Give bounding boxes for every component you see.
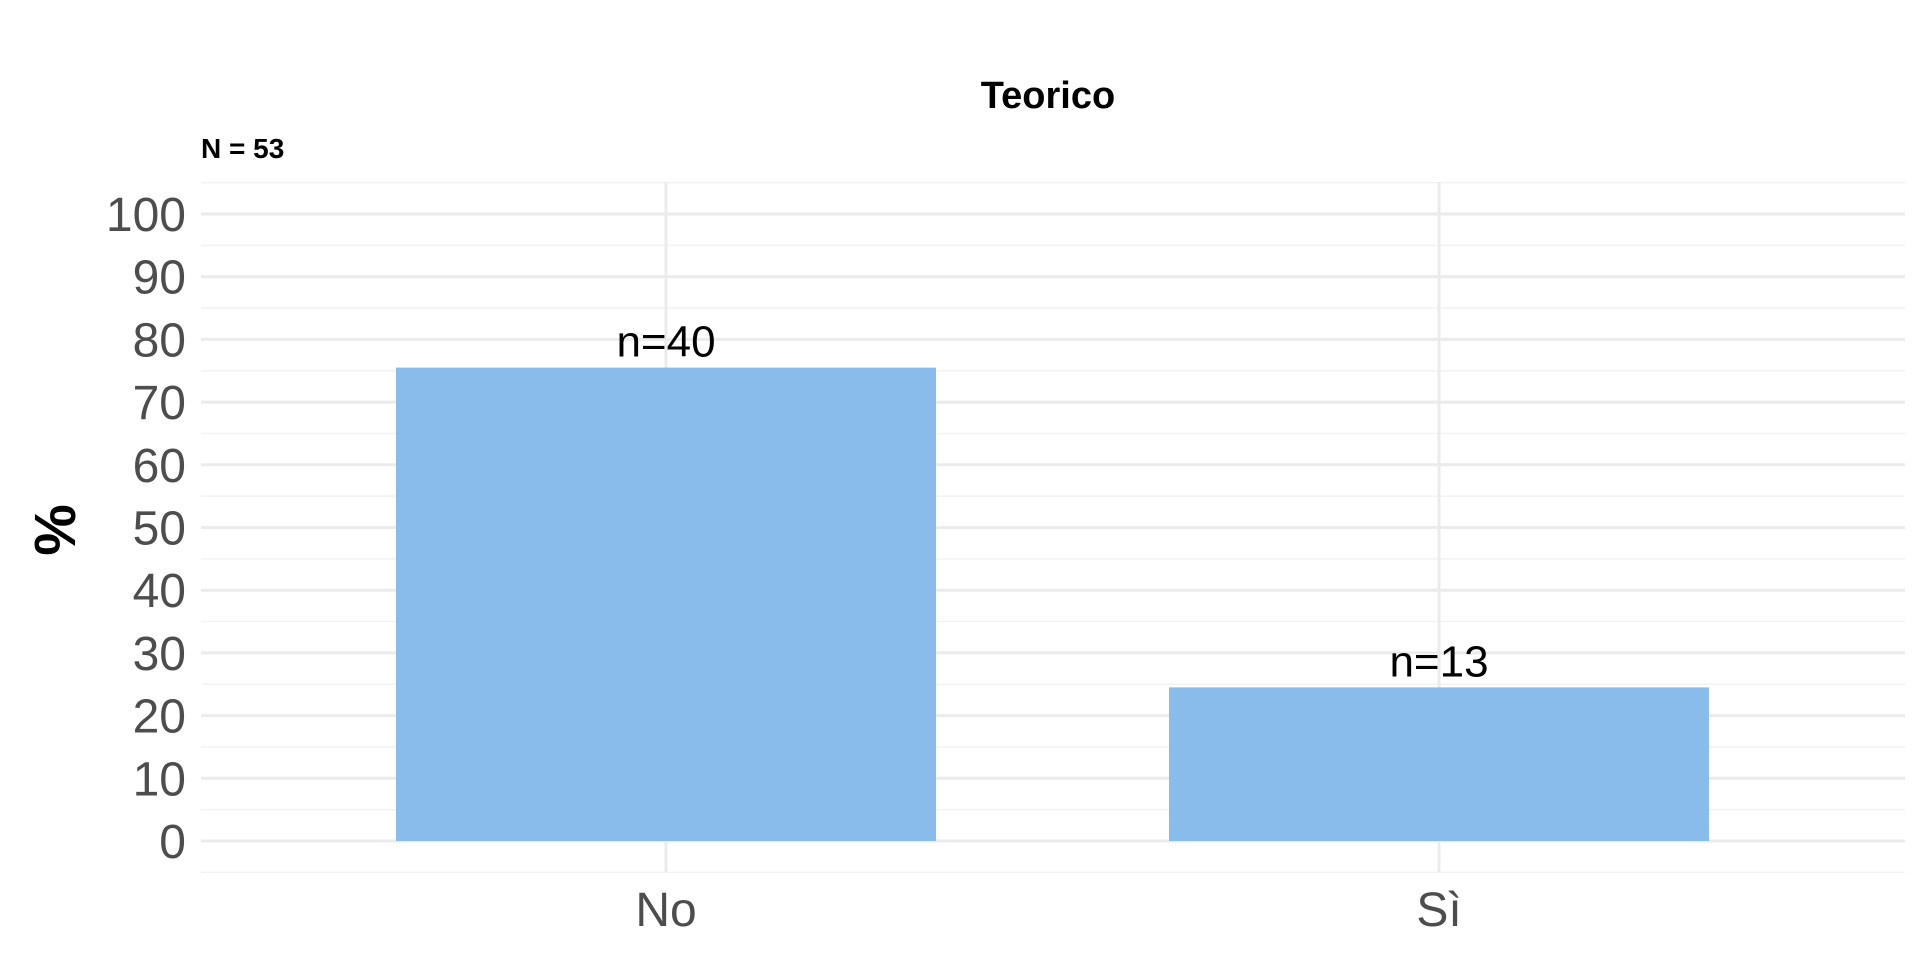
y-tick-label: 80: [133, 314, 186, 367]
x-tick-labels: No Sì: [635, 884, 1461, 937]
y-tick-label: 60: [133, 440, 186, 493]
data-label: n=40: [616, 318, 715, 367]
y-axis-title: %: [23, 504, 88, 556]
y-tick-label: 0: [159, 816, 186, 869]
chart-subtitle: N = 53: [201, 133, 284, 164]
y-tick-label: 100: [106, 189, 186, 242]
bar-1: [396, 367, 936, 841]
bar-layer: [396, 367, 1709, 841]
x-tick-label: Sì: [1416, 884, 1461, 937]
y-tick-label: 30: [133, 628, 186, 681]
y-tick-label: 50: [133, 503, 186, 556]
x-tick-label: No: [635, 884, 696, 937]
y-tick-label: 20: [133, 691, 186, 744]
y-tick-label: 10: [133, 753, 186, 806]
chart-title: Teorico: [981, 75, 1115, 117]
y-tick-label: 40: [133, 565, 186, 618]
y-tick-label: 70: [133, 377, 186, 430]
y-tick-label: 90: [133, 252, 186, 305]
bar-2: [1169, 687, 1709, 841]
data-labels: n=40 n=13: [616, 318, 1488, 687]
data-label: n=13: [1389, 637, 1488, 686]
y-tick-labels: 0 10 20 30 40 50 60 70 80 90 100: [106, 189, 186, 869]
